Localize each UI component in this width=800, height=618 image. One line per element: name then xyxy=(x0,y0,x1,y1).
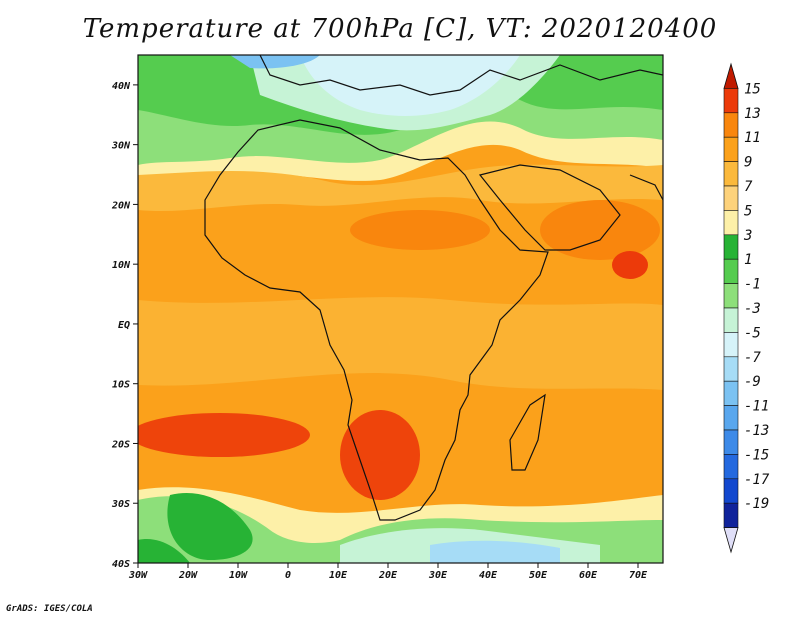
colorbar-swatch xyxy=(723,283,739,309)
colorbar-label: 7 xyxy=(744,179,753,195)
credit-text: GrADS: IGES/COLA xyxy=(6,604,93,614)
lat-tick-label: 30S xyxy=(111,499,130,510)
colorbar-swatch xyxy=(723,429,739,455)
colorbar-label: 15 xyxy=(744,81,761,97)
colorbar-label: 1 xyxy=(744,252,752,268)
colorbar-swatch xyxy=(723,454,739,480)
colorbar-swatch xyxy=(723,136,739,162)
colorbar-label: -1 xyxy=(744,277,761,293)
colorbar-label: 13 xyxy=(744,106,761,122)
colorbar-swatch xyxy=(723,405,739,431)
colorbar-swatch xyxy=(723,185,739,211)
lon-tick-label: 0 xyxy=(285,570,291,581)
lat-tick-label: 10S xyxy=(112,380,130,391)
colorbar-top-triangle xyxy=(723,62,739,89)
map-frame xyxy=(137,54,664,564)
colorbar-swatch xyxy=(723,161,739,187)
lat-tick-label: 30N xyxy=(111,141,131,152)
lat-tick-label: 20S xyxy=(111,439,130,450)
colorbar-swatch xyxy=(723,234,739,260)
colorbar-swatch xyxy=(723,332,739,358)
colorbar-swatch xyxy=(723,88,739,114)
colorbar-swatch xyxy=(723,502,739,528)
colorbar-label: -15 xyxy=(744,447,769,463)
lon-tick-label: 50E xyxy=(529,570,548,581)
colorbar-label: 11 xyxy=(744,130,761,146)
colorbar-label: -3 xyxy=(744,301,761,317)
colorbar-swatch xyxy=(723,258,739,284)
lon-tick-label: 70E xyxy=(629,570,648,581)
coastlines xyxy=(204,55,663,521)
colorbar-label: 3 xyxy=(743,228,752,244)
colorbar: 15 13 11 9 7 5 3 1 -1 -3 -5 -7 -9 -11 -13 -15 -17 -19 xyxy=(723,62,770,554)
colorbar-label: 9 xyxy=(744,155,752,171)
latitude-axis: 40N 30N 20N 10N EQ 10S 20S 30S 40S xyxy=(111,81,138,570)
colorbar-label: 5 xyxy=(744,203,752,219)
lon-tick-label: 40E xyxy=(479,570,498,581)
colorbar-swatch xyxy=(723,478,739,504)
lon-tick-label: 20W xyxy=(178,570,198,581)
colorbar-label: -9 xyxy=(744,374,761,390)
lon-tick-label: 30W xyxy=(128,570,148,581)
lat-tick-label: EQ xyxy=(118,320,130,331)
colorbar-bottom-triangle xyxy=(723,527,739,554)
colorbar-label: -7 xyxy=(744,350,761,366)
colorbar-swatch xyxy=(723,307,739,333)
lon-tick-label: 20E xyxy=(378,570,398,581)
colorbar-swatch xyxy=(723,356,739,382)
lat-tick-label: 40S xyxy=(112,559,130,570)
colorbar-label: -17 xyxy=(744,472,770,488)
lon-tick-label: 10W xyxy=(229,570,248,581)
temperature-field xyxy=(138,55,663,563)
longitude-axis: 30W 20W 10W 0 10E 20E 30E 40E 50E 60E 70E xyxy=(128,563,648,581)
lat-tick-label: 20N xyxy=(111,200,131,211)
colorbar-swatch xyxy=(723,210,739,236)
chart-title: Temperature at 700hPa [C], VT: 202012040… xyxy=(82,14,718,44)
colorbar-label: -13 xyxy=(744,423,769,439)
lon-tick-label: 30E xyxy=(428,570,448,581)
colorbar-label: -5 xyxy=(744,325,761,341)
lon-tick-label: 10E xyxy=(329,570,348,581)
colorbar-swatch xyxy=(723,380,739,406)
lat-tick-label: 40N xyxy=(112,81,131,92)
lon-tick-label: 60E xyxy=(579,570,598,581)
colorbar-label: -11 xyxy=(744,399,769,415)
lat-tick-label: 10N xyxy=(112,260,131,271)
colorbar-label: -19 xyxy=(744,496,769,512)
colorbar-swatch xyxy=(723,112,739,138)
